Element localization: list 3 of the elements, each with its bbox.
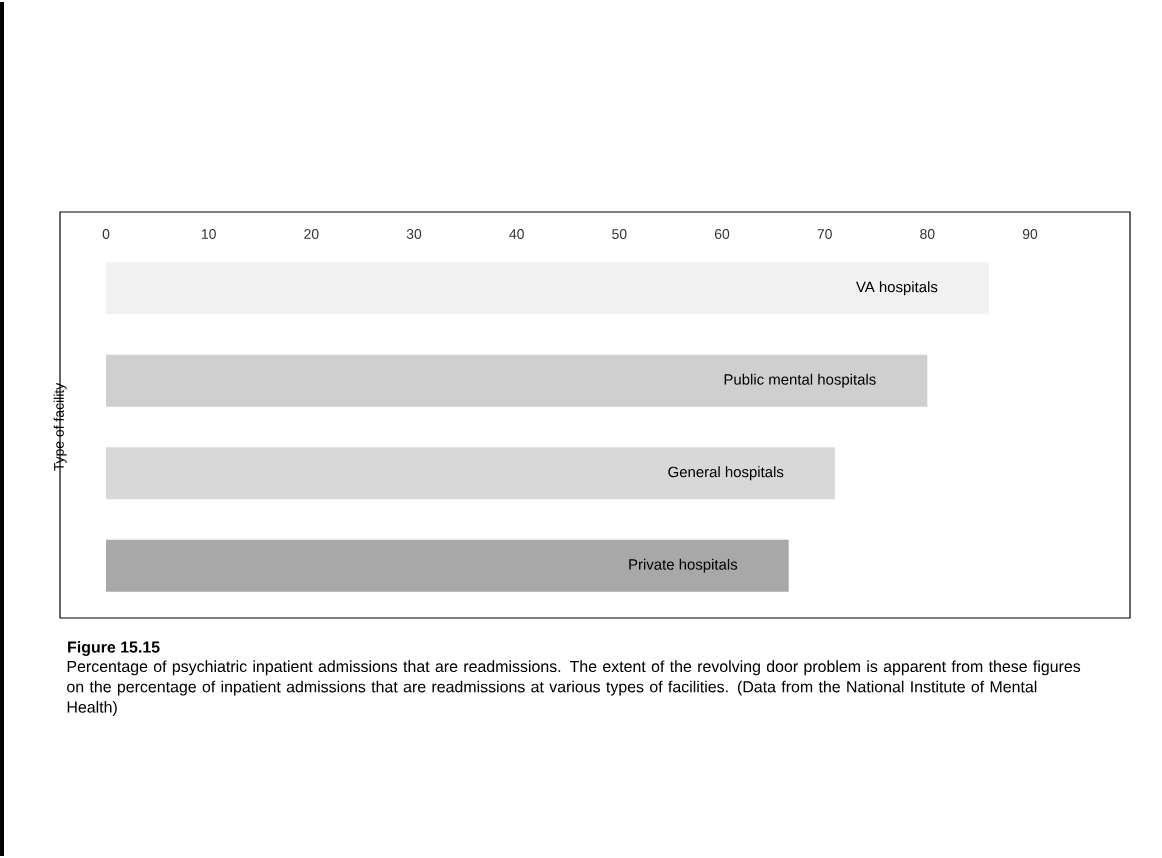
bar xyxy=(106,447,835,500)
bar xyxy=(106,539,789,592)
bar xyxy=(106,354,928,407)
